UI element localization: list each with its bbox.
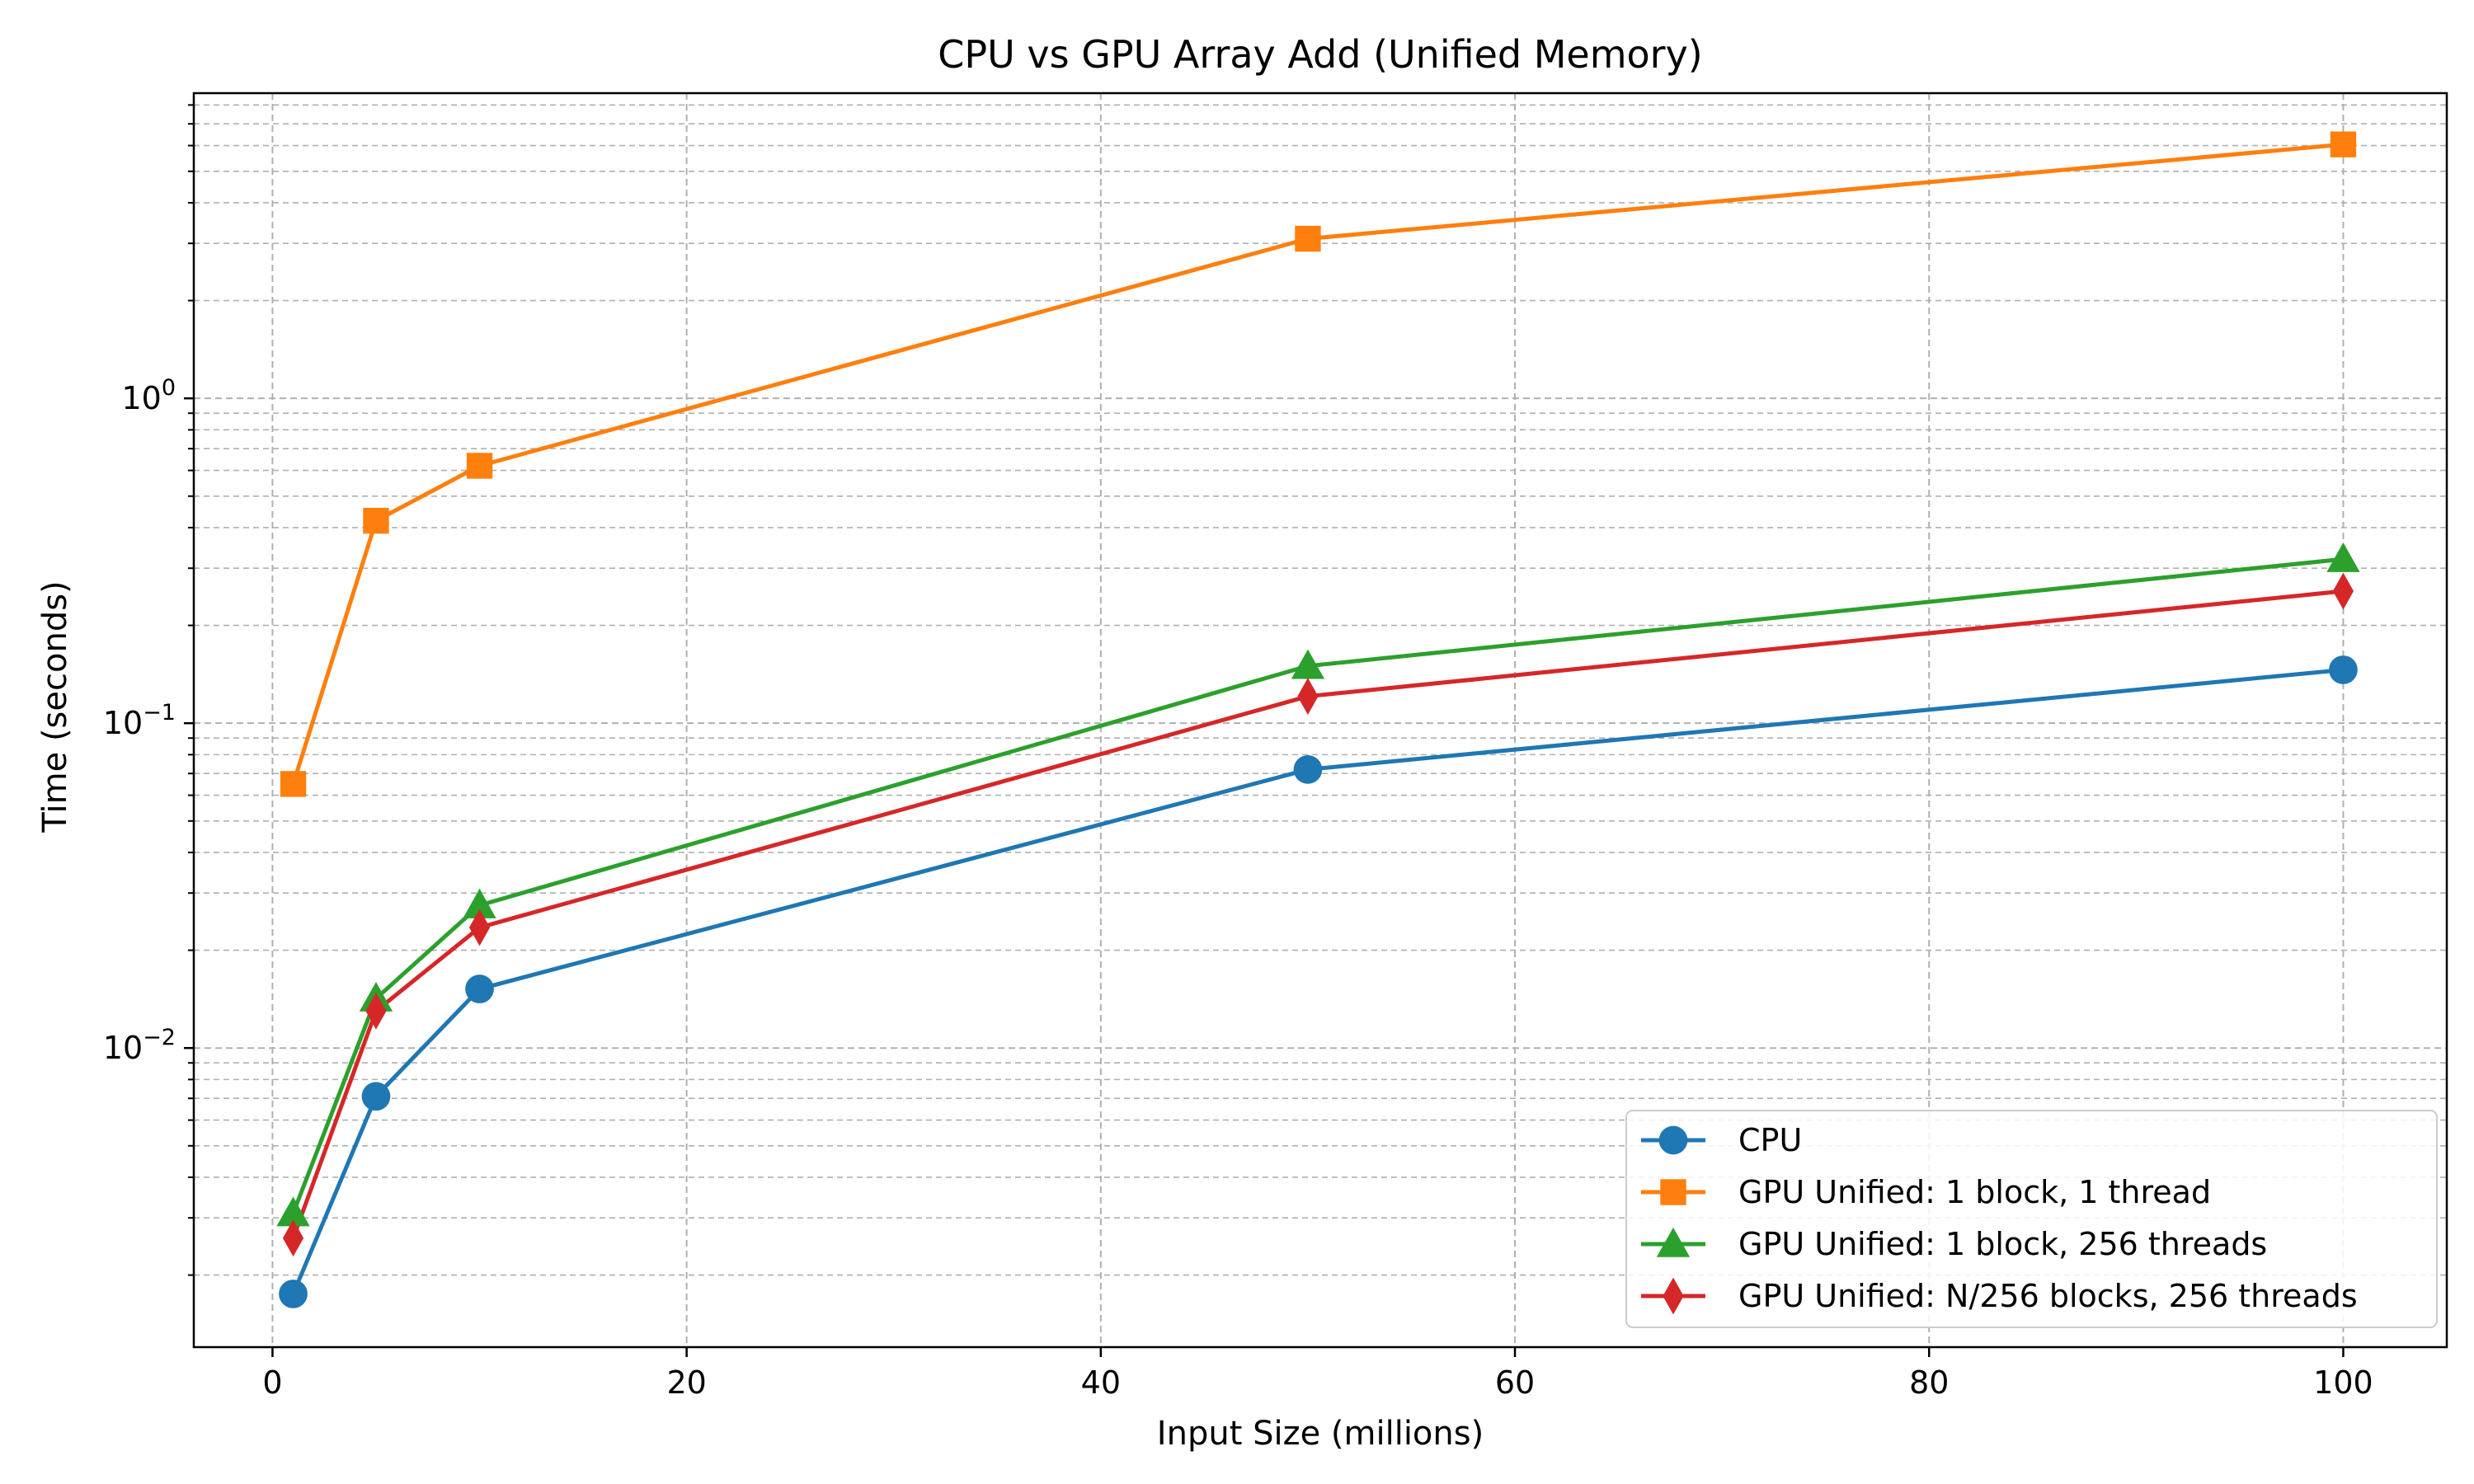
data-point [280, 771, 307, 797]
x-tick-label: 60 [1495, 1364, 1535, 1401]
legend-marker [1663, 1277, 1684, 1315]
series-markers [276, 131, 2360, 1308]
data-point [1291, 649, 1325, 679]
data-point [276, 1196, 310, 1227]
data-point [361, 1082, 391, 1111]
legend-marker [1656, 1227, 1691, 1257]
chart-title: CPU vs GPU Array Add (Unified Memory) [938, 32, 1703, 77]
legend-marker [1660, 1179, 1686, 1205]
data-point [363, 507, 389, 534]
x-tick-label: 40 [1081, 1364, 1121, 1401]
legend-label: GPU Unified: 1 block, 256 threads [1738, 1226, 2267, 1262]
data-point [282, 1219, 304, 1257]
y-axis-label: Time (seconds) [36, 580, 74, 833]
data-point [466, 453, 493, 479]
data-point [463, 888, 496, 918]
y-tick-label: 10−1 [103, 700, 176, 741]
axis-ticks: 0 20 40 60 80 100 10−2 10−1 100 [103, 104, 2373, 1401]
legend-box [1625, 1110, 2438, 1328]
data-point [365, 992, 387, 1030]
data-point [2332, 572, 2354, 610]
data-point [468, 909, 491, 946]
data-point [1295, 225, 1321, 252]
data-point [2329, 655, 2358, 684]
legend-label: GPU Unified: N/256 blocks, 256 threads [1738, 1278, 2358, 1314]
data-point [2330, 131, 2357, 157]
x-tick-label: 20 [666, 1364, 706, 1401]
legend-marker [1658, 1125, 1688, 1155]
x-tick-label: 0 [262, 1364, 282, 1401]
x-tick-label: 100 [2313, 1364, 2373, 1401]
legend-label: CPU [1738, 1122, 1802, 1158]
data-point [465, 974, 494, 1003]
data-point [1293, 755, 1323, 784]
x-axis-label: Input Size (millions) [1157, 1415, 1484, 1453]
grid [194, 93, 2447, 1347]
data-point [1297, 678, 1319, 715]
legend-label: GPU Unified: 1 block, 1 thread [1738, 1174, 2211, 1210]
data-point [2326, 542, 2360, 572]
plot-frame [192, 92, 2448, 1349]
data-point [279, 1280, 308, 1308]
x-tick-label: 80 [1909, 1364, 1949, 1401]
y-tick-label: 100 [121, 375, 176, 416]
legend: CPU GPU Unified: 1 block, 1 thread GPU Uni… [1625, 1110, 2438, 1328]
y-tick-label: 10−2 [103, 1025, 176, 1066]
